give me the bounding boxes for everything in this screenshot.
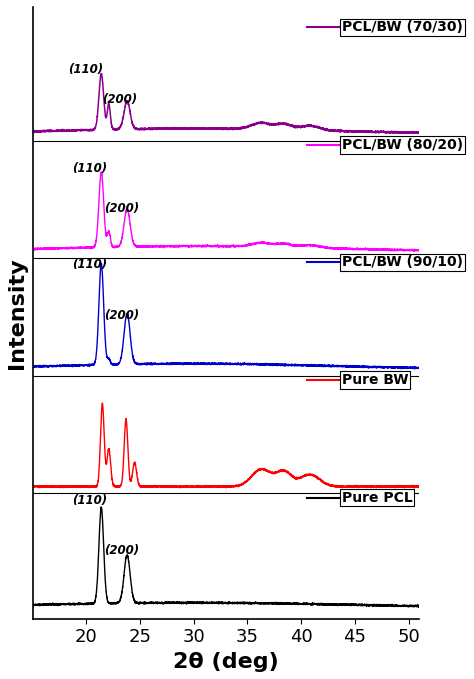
- Text: (200): (200): [102, 93, 137, 106]
- Text: PCL/BW (90/10): PCL/BW (90/10): [342, 255, 463, 270]
- Text: (110): (110): [72, 162, 107, 175]
- Text: (110): (110): [72, 494, 107, 507]
- X-axis label: 2θ (deg): 2θ (deg): [173, 652, 279, 672]
- Text: Pure PCL: Pure PCL: [342, 491, 413, 504]
- Text: (200): (200): [104, 202, 139, 215]
- Text: PCL/BW (80/20): PCL/BW (80/20): [342, 138, 463, 152]
- Text: PCL/BW (70/30): PCL/BW (70/30): [342, 20, 463, 35]
- Y-axis label: Intensity: Intensity: [7, 257, 27, 369]
- Text: (200): (200): [104, 545, 139, 557]
- Text: (110): (110): [68, 63, 103, 77]
- Text: Pure BW: Pure BW: [342, 373, 409, 387]
- Text: (200): (200): [104, 309, 139, 323]
- Text: (110): (110): [72, 259, 107, 272]
